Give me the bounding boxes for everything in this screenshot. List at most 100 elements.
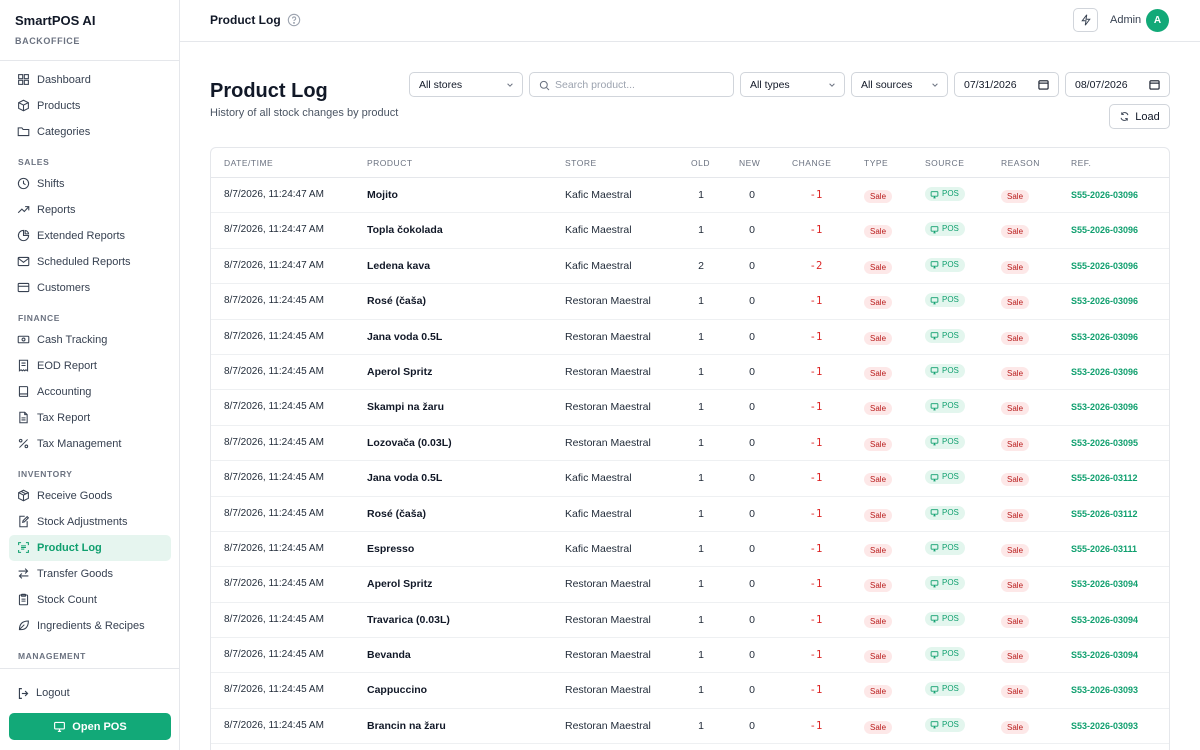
cell-ref-link[interactable]: S53-2026-03095 — [1071, 437, 1139, 448]
cell-store: Restoran Maestral — [565, 684, 651, 697]
load-button[interactable]: Load — [1109, 104, 1170, 129]
cell-ref-link[interactable]: S53-2026-03096 — [1071, 296, 1139, 307]
cell-ref-link[interactable]: S55-2026-03112 — [1071, 508, 1138, 519]
type-badge: Sale — [864, 437, 893, 451]
cell-ref-link[interactable]: S55-2026-03096 — [1071, 260, 1139, 271]
table-row[interactable]: 8/7/2026, 11:24:45 AM Jana voda 0.5L Resto… — [211, 320, 1169, 355]
table-row[interactable]: 8/7/2026, 11:24:45 AM Rosé (čaša) Kafic Ma… — [211, 497, 1169, 532]
cell-old: 2 — [698, 259, 704, 272]
table-row[interactable]: 8/7/2026, 11:24:45 AM Brancin na žaru Rest… — [211, 709, 1169, 745]
sidebar-item-stock-adjustments[interactable]: Stock Adjustments — [9, 509, 171, 535]
cell-ref-link[interactable]: S55-2026-03096 — [1071, 225, 1139, 236]
store-select[interactable]: All stores — [409, 72, 523, 97]
table-row[interactable]: 8/7/2026, 11:24:45 AM Lozovača (0.03L) Res… — [211, 426, 1169, 462]
date-from-value: 07/31/2026 — [964, 78, 1017, 91]
table-row[interactable]: 8/7/2026, 11:24:45 AM Travarica (0.03L) Re… — [211, 603, 1169, 639]
cell-change: -1 — [809, 719, 823, 732]
cell-change: -1 — [809, 649, 823, 662]
cell-ref-link[interactable]: S53-2026-03096 — [1071, 402, 1139, 413]
sidebar-item-categories[interactable]: Categories — [9, 119, 171, 145]
table-row[interactable]: 8/7/2026, 11:24:47 AM Ledena kava Kafic Ma… — [211, 249, 1169, 285]
cell-ref-link[interactable]: S53-2026-03093 — [1071, 720, 1139, 731]
card-icon — [17, 282, 30, 293]
cell-old: 1 — [698, 649, 704, 662]
type-select[interactable]: All types — [740, 72, 845, 97]
date-to-input[interactable]: 08/07/2026 — [1065, 72, 1170, 97]
cell-old: 1 — [698, 224, 704, 237]
table-row[interactable]: 8/7/2026, 11:24:45 AM Cappuccino Restoran … — [211, 673, 1169, 709]
sidebar-item-product-log[interactable]: Product Log — [9, 535, 171, 561]
table-row[interactable]: 8/7/2026, 11:24:45 AM Aperol Spritz Restor… — [211, 567, 1169, 603]
sidebar-item-shifts[interactable]: Shifts — [9, 171, 171, 197]
column-header: REASON — [1001, 158, 1040, 168]
page-subtitle: History of all stock changes by product — [210, 107, 399, 119]
cell-new: 0 — [749, 719, 755, 732]
cell-old: 1 — [698, 401, 704, 414]
sidebar-item-tax-report[interactable]: Tax Report — [9, 405, 171, 431]
source-label: POS — [942, 542, 959, 552]
cell-ref-link[interactable]: S53-2026-03096 — [1071, 366, 1139, 377]
cell-store: Restoran Maestral — [565, 295, 651, 308]
table-row[interactable]: 8/7/2026, 11:24:47 AM Mojito Kafic Maestra… — [211, 178, 1169, 214]
table-row[interactable]: 8/7/2026, 11:24:45 AM Jana voda 0.5L Kafic… — [211, 461, 1169, 497]
table-row[interactable]: 8/7/2026, 11:24:45 AM Bevanda Restoran Mae… — [211, 638, 1169, 674]
clock-icon — [17, 177, 30, 190]
sidebar-item-tax-management[interactable]: Tax Management — [9, 431, 171, 457]
cell-ref-link[interactable]: S53-2026-03094 — [1071, 614, 1139, 625]
sidebar-item-scheduled-reports[interactable]: Scheduled Reports — [9, 249, 171, 275]
table-row[interactable]: 8/7/2026, 11:24:45 AM Espresso Kafic Maest… — [211, 532, 1169, 568]
sidebar-item-stock-count[interactable]: Stock Count — [9, 587, 171, 613]
cell-change: -1 — [809, 542, 823, 555]
type-badge: Sale — [864, 402, 893, 416]
cell-ref-link[interactable]: S55-2026-03096 — [1071, 190, 1139, 200]
sidebar-item-products[interactable]: Products — [9, 93, 171, 119]
sidebar-item-reports[interactable]: Reports — [9, 197, 171, 223]
sidebar-item-label: Shifts — [37, 178, 65, 190]
cell-ref-link[interactable]: S55-2026-03112 — [1071, 473, 1138, 484]
help-icon[interactable] — [287, 13, 301, 27]
cell-date: 8/7/2026, 11:24:45 AM — [224, 365, 324, 377]
reason-badge: Sale — [1001, 402, 1030, 416]
cell-store: Kafic Maestral — [565, 507, 632, 520]
load-label: Load — [1135, 110, 1160, 123]
cell-new: 0 — [749, 401, 755, 414]
source-select[interactable]: All sources — [851, 72, 948, 97]
cell-ref-link[interactable]: S53-2026-03094 — [1071, 650, 1139, 661]
date-from-input[interactable]: 07/31/2026 — [954, 72, 1059, 97]
sidebar-item-eod-report[interactable]: EOD Report — [9, 353, 171, 379]
column-header: TYPE — [864, 158, 889, 168]
open-pos-button[interactable]: Open POS — [9, 713, 171, 740]
sidebar-item-customers[interactable]: Customers — [9, 275, 171, 301]
quick-action-button[interactable] — [1073, 8, 1098, 32]
table-row[interactable]: 8/7/2026, 11:24:45 AM Skampi na žaru Resto… — [211, 390, 1169, 426]
sidebar-nav: Dashboard Products Categories SALES Shifts Re… — [0, 67, 180, 665]
cell-ref-link[interactable]: S55-2026-03111 — [1071, 543, 1138, 554]
cell-ref-link[interactable]: S53-2026-03096 — [1071, 331, 1139, 342]
sidebar-item-receive-goods[interactable]: Receive Goods — [9, 483, 171, 509]
sidebar-item-accounting[interactable]: Accounting — [9, 379, 171, 405]
cell-date: 8/7/2026, 11:24:45 AM — [224, 719, 324, 731]
sidebar-item-ingredients-recipes[interactable]: Ingredients & Recipes — [9, 613, 171, 639]
cell-new: 0 — [749, 330, 755, 343]
sidebar-item-cash-tracking[interactable]: Cash Tracking — [9, 327, 171, 353]
cell-new: 0 — [749, 436, 755, 449]
source-select-value: All sources — [861, 78, 913, 91]
source-badge: POS — [925, 611, 965, 626]
sidebar-item-label: Tax Report — [37, 412, 91, 424]
chevron-down-icon — [507, 83, 513, 87]
table-row[interactable]: 8/7/2026, 11:24:45 AM Rosé (čaša) Restoran… — [211, 284, 1169, 320]
cell-ref-link[interactable]: S53-2026-03094 — [1071, 579, 1139, 590]
avatar[interactable]: A — [1146, 9, 1169, 32]
cell-ref-link[interactable]: S53-2026-03093 — [1071, 685, 1139, 696]
monitor-icon — [930, 261, 939, 269]
logout-button[interactable]: Logout — [9, 681, 171, 705]
cell-date: 8/7/2026, 11:24:45 AM — [224, 507, 324, 519]
cell-new: 0 — [749, 224, 755, 237]
sidebar-item-dashboard[interactable]: Dashboard — [9, 67, 171, 93]
sidebar-item-extended-reports[interactable]: Extended Reports — [9, 223, 171, 249]
bolt-icon — [1080, 14, 1091, 26]
search-input[interactable]: Search product... — [529, 72, 734, 97]
sidebar-item-transfer-goods[interactable]: Transfer Goods — [9, 561, 171, 587]
table-row[interactable]: 8/7/2026, 11:24:47 AM Topla čokolada Kafic… — [211, 213, 1169, 249]
table-row[interactable]: 8/7/2026, 11:24:45 AM Aperol Spritz Restor… — [211, 355, 1169, 391]
